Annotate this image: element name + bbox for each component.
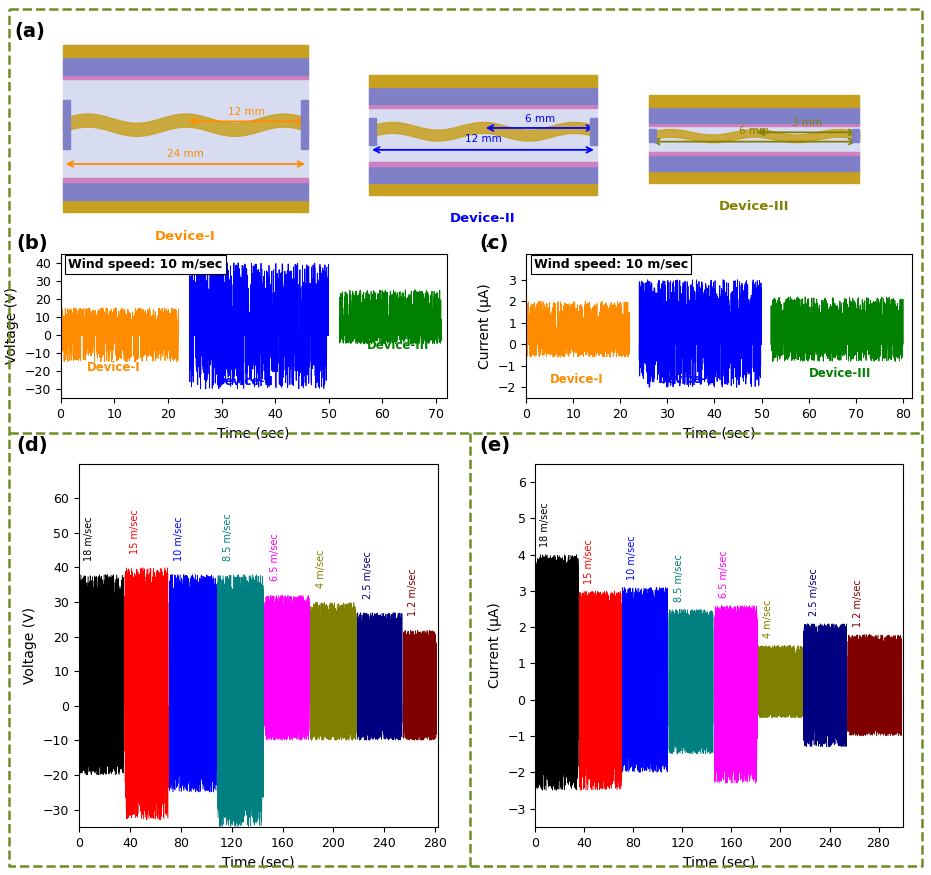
Text: 12 mm: 12 mm (228, 107, 265, 117)
X-axis label: Time (sec): Time (sec) (218, 426, 290, 440)
Bar (63, 45, 308, 57)
Bar (649, 152, 859, 156)
Text: 12 mm: 12 mm (465, 135, 502, 144)
Text: (a): (a) (14, 22, 45, 41)
Bar (649, 171, 859, 183)
Text: Device-I: Device-I (549, 373, 603, 386)
Bar (649, 107, 859, 123)
Bar (370, 75, 597, 87)
Text: Device-I: Device-I (88, 361, 141, 374)
Bar (370, 183, 597, 194)
Text: (c): (c) (479, 234, 509, 254)
Text: (e): (e) (479, 436, 510, 455)
Text: 10 m/sec: 10 m/sec (174, 516, 184, 561)
Bar (63, 100, 70, 150)
Text: 4 m/sec: 4 m/sec (316, 550, 326, 588)
Bar (63, 57, 308, 75)
Bar (370, 104, 597, 108)
Text: Wind speed: 10 m/sec: Wind speed: 10 m/sec (533, 258, 688, 271)
Text: Device-I: Device-I (155, 229, 216, 242)
Bar (370, 117, 376, 145)
Bar (63, 178, 308, 182)
Text: 18 m/sec: 18 m/sec (540, 502, 550, 547)
Text: Device-II: Device-II (216, 375, 274, 388)
Text: 1.2 m/sec: 1.2 m/sec (853, 579, 863, 627)
Text: Device-III: Device-III (367, 340, 429, 353)
Text: 3 mm: 3 mm (791, 118, 822, 128)
Bar (649, 156, 859, 171)
Bar (649, 95, 859, 107)
Bar (370, 165, 597, 183)
Text: Device-III: Device-III (719, 200, 789, 214)
Text: Device-II: Device-II (451, 212, 516, 225)
Text: 8.5 m/sec: 8.5 m/sec (223, 513, 233, 561)
Y-axis label: Voltage (V): Voltage (V) (23, 607, 37, 684)
X-axis label: Time (sec): Time (sec) (683, 855, 755, 869)
Bar (63, 75, 308, 80)
Text: (b): (b) (17, 234, 48, 254)
Bar (370, 87, 597, 104)
Text: 4: 4 (485, 239, 493, 252)
Y-axis label: Current (μA): Current (μA) (479, 283, 492, 368)
Bar (370, 75, 597, 187)
Text: Wind speed: 10 m/sec: Wind speed: 10 m/sec (68, 258, 223, 271)
Bar (63, 45, 308, 205)
Bar (649, 123, 859, 126)
Text: 15 m/sec: 15 m/sec (585, 539, 594, 584)
Text: 6.5 m/sec: 6.5 m/sec (270, 534, 280, 581)
X-axis label: Time (sec): Time (sec) (683, 426, 755, 440)
Text: 18 m/sec: 18 m/sec (84, 516, 94, 561)
Bar (301, 100, 308, 150)
Bar (649, 129, 656, 142)
Text: 6 mm: 6 mm (525, 114, 555, 123)
Text: 2.5 m/sec: 2.5 m/sec (809, 569, 818, 616)
Text: (d): (d) (17, 436, 48, 455)
X-axis label: Time (sec): Time (sec) (223, 855, 294, 869)
Bar (649, 96, 859, 175)
Text: 2.5 m/sec: 2.5 m/sec (362, 550, 372, 598)
Text: 4 m/sec: 4 m/sec (763, 599, 774, 638)
Text: 1.2 m/sec: 1.2 m/sec (409, 568, 418, 616)
Text: 15 m/sec: 15 m/sec (130, 509, 140, 554)
Bar (852, 129, 859, 142)
Bar (63, 182, 308, 200)
Y-axis label: Current (μA): Current (μA) (488, 602, 502, 688)
Bar (589, 117, 597, 145)
Y-axis label: Voltage (V): Voltage (V) (5, 287, 19, 364)
Text: 6.5 m/sec: 6.5 m/sec (719, 550, 729, 598)
Text: 10 m/sec: 10 m/sec (627, 536, 637, 580)
Text: 24 mm: 24 mm (167, 149, 204, 158)
Text: 8.5 m/sec: 8.5 m/sec (674, 554, 684, 602)
Text: 6 mm: 6 mm (739, 126, 769, 136)
Bar (63, 200, 308, 212)
Text: Device-II: Device-II (658, 373, 716, 386)
Text: Device-III: Device-III (809, 367, 871, 380)
Bar (370, 162, 597, 165)
